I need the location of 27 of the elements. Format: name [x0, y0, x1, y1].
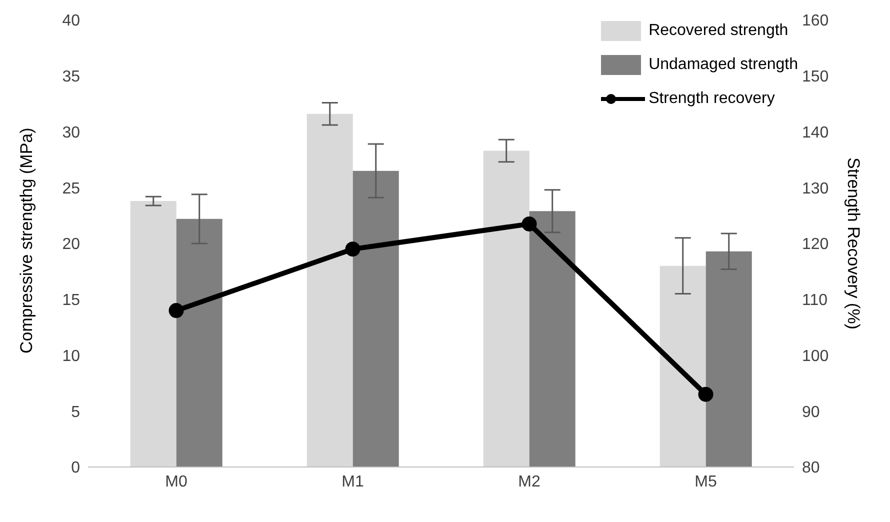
y-tick-label: 10	[62, 348, 80, 365]
legend-label: Undamaged strength	[648, 55, 798, 75]
y2-axis-title: Strength Recovery (%)	[844, 158, 863, 330]
legend-label: Recovered strength	[648, 21, 788, 41]
y2-tick-label: 80	[802, 460, 820, 477]
y2-tick-label: 130	[802, 180, 829, 198]
y-tick-label: 25	[62, 180, 80, 198]
y-tick-label: 5	[71, 404, 80, 421]
y2-tick-label: 120	[802, 236, 829, 254]
legend-label: Strength recovery	[648, 89, 775, 109]
x-tick-label: M2	[518, 473, 540, 490]
y-tick-label: 20	[62, 236, 80, 254]
y-tick-label: 0	[71, 460, 80, 477]
y-tick-label: 30	[62, 124, 80, 142]
y-tick-label: 15	[62, 292, 80, 310]
y-tick-label: 35	[62, 68, 80, 86]
y2-tick-label: 150	[802, 68, 829, 86]
y2-tick-label: 100	[802, 348, 829, 365]
y2-tick-label: 140	[802, 124, 829, 142]
y2-tick-label: 160	[802, 12, 829, 30]
y2-tick-label: 90	[802, 404, 820, 421]
y-axis-title: Compressive strengthg (MPa)	[17, 128, 36, 354]
y-tick-label: 40	[62, 12, 80, 30]
x-tick-label: M0	[165, 473, 188, 490]
x-tick-label: M1	[342, 473, 364, 490]
y2-tick-label: 110	[802, 292, 828, 310]
x-tick-label: M5	[694, 473, 717, 490]
